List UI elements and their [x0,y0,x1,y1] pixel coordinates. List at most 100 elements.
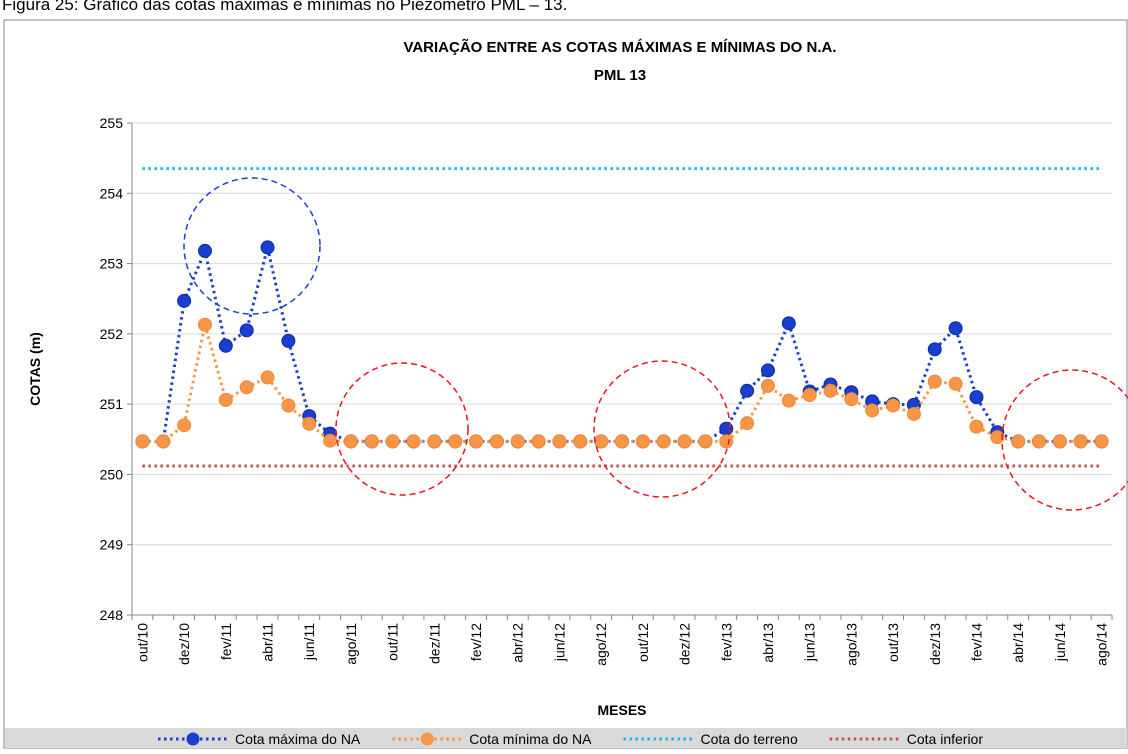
y-tick-label: 250 [100,466,124,482]
x-tick-label: abr/13 [760,623,776,663]
y-tick-label: 249 [100,537,124,553]
legend-marker [420,732,434,746]
series-marker [531,434,546,449]
series-marker [781,316,796,331]
series-marker [573,434,588,449]
y-tick-label: 251 [100,396,124,412]
legend-marker [186,732,200,746]
x-tick-label: out/12 [635,623,651,662]
series-marker [552,434,567,449]
series-marker [802,388,817,403]
series-marker [677,434,692,449]
series-marker [489,434,504,449]
series-marker [156,434,171,449]
x-tick-label: ago/11 [343,623,359,665]
series-marker [760,363,775,378]
series-marker [364,434,379,449]
x-tick-label: ago/12 [593,623,609,666]
series-marker [448,434,463,449]
legend-label: Cota inferior [907,731,984,747]
x-tick-label: jun/11 [301,623,317,661]
legend-item: Cota máxima do NA [158,731,361,747]
x-tick-label: jun/13 [802,623,818,662]
x-tick-label: fev/11 [218,623,234,660]
series-marker [177,293,192,308]
series-marker [281,333,296,348]
x-axis-title: MESES [597,702,646,718]
series-marker [781,393,796,408]
series-marker [343,434,358,449]
series-marker [427,434,442,449]
x-tick-label: abr/12 [510,623,526,663]
series-marker [635,434,650,449]
series-marker [302,416,317,431]
series-marker [948,321,963,336]
legend: Cota máxima do NA Cota mínima do NA Cota d… [158,731,983,747]
legend-label: Cota mínima do NA [469,731,592,747]
x-tick-label: abr/11 [260,623,276,662]
series-marker [948,376,963,391]
x-tick-label: fev/14 [968,623,984,661]
series-marker [1073,434,1088,449]
legend-label: Cota do terreno [700,731,797,747]
series-marker [615,434,629,449]
x-tick-label: out/11 [385,623,401,661]
x-tick-label: dez/12 [677,623,693,665]
series-marker [239,380,254,395]
highlight-circle [183,177,321,315]
series-marker [886,398,901,413]
series-marker [197,243,212,258]
series-marker [406,434,421,449]
x-tick-label: jun/12 [551,623,567,662]
y-tick-label: 255 [100,115,124,131]
y-tick-label: 253 [100,256,124,272]
series-marker [218,338,233,353]
series-marker [969,419,984,434]
series-marker [1052,434,1067,449]
series-marker [927,342,942,357]
caption: Figura 25: Gráfico das cotas máximas e m… [2,0,567,14]
x-tick-label: fev/12 [468,623,484,661]
y-tick-label: 254 [100,185,124,201]
y-tick-label: 248 [100,607,124,623]
highlight-circle [593,360,731,498]
x-tick-label: out/10 [134,623,150,662]
x-tick-label: ago/13 [843,623,859,666]
series-marker [740,416,755,431]
series-marker [740,383,755,398]
series-marker [510,434,525,449]
highlight-circle [335,362,469,496]
series-marker [927,374,942,389]
y-tick-label: 252 [100,326,124,342]
series-marker [281,398,296,413]
x-tick-label: fev/13 [718,623,734,661]
series-marker [844,392,859,407]
series-marker [177,418,192,433]
y-axis-title: COTAS (m) [27,332,43,406]
series-marker [906,406,921,421]
series-marker [760,378,775,393]
series-marker [260,240,275,255]
legend-label: Cota máxima do NA [235,731,361,747]
x-tick-label: dez/10 [176,623,192,665]
series-marker [719,434,734,449]
series-marker [385,434,400,449]
legend-item: Cota mínima do NA [392,731,592,747]
series-marker [698,434,713,449]
x-tick-label: dez/11 [426,623,442,664]
x-tick-label: dez/13 [927,623,943,665]
x-tick-label: ago/14 [1094,623,1110,666]
series-marker [656,434,671,449]
chart-title: VARIAÇÃO ENTRE AS COTAS MÁXIMAS E MÍNIMA… [403,38,836,56]
series-marker [239,323,254,338]
series-marker [197,317,212,332]
series-marker [823,383,838,398]
series-marker [323,433,338,448]
series-marker [719,421,734,436]
x-tick-label: out/13 [885,623,901,662]
annotations [183,177,1128,511]
series-marker [990,430,1005,445]
series-marker [260,370,275,385]
series-marker [1011,434,1026,449]
